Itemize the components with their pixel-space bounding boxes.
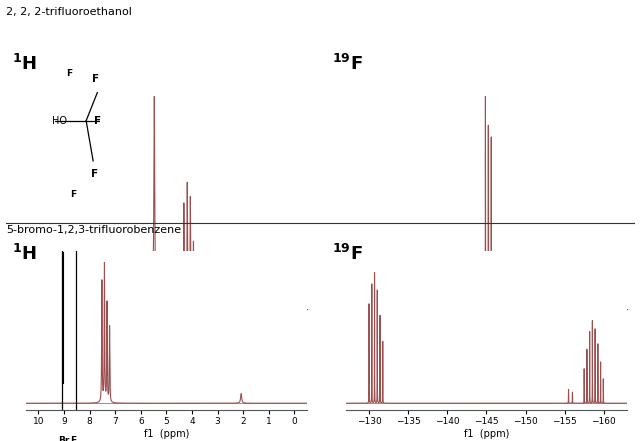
Text: Br: Br [58,436,69,441]
Text: F: F [66,69,72,78]
Text: $\mathbf{^{19}F}$: $\mathbf{^{19}F}$ [332,243,362,264]
X-axis label: f1  (ppm): f1 (ppm) [144,429,189,439]
X-axis label: f1  (ppm): f1 (ppm) [144,327,189,337]
Text: HO: HO [52,116,67,126]
Text: F: F [70,436,76,441]
Text: F: F [70,191,76,199]
Text: F: F [92,169,99,179]
Text: 5-bromo-1,2,3-trifluorobenzene: 5-bromo-1,2,3-trifluorobenzene [6,225,182,235]
Text: 2, 2, 2-trifluoroethanol: 2, 2, 2-trifluoroethanol [6,7,132,17]
X-axis label: f1  (ppm): f1 (ppm) [464,429,509,439]
Text: F: F [94,116,101,126]
X-axis label: f1  (ppm): f1 (ppm) [464,327,509,337]
Text: $\mathbf{^{1}H}$: $\mathbf{^{1}H}$ [12,54,36,74]
Text: $\mathbf{^{1}H}$: $\mathbf{^{1}H}$ [12,243,36,264]
Text: F: F [92,75,99,84]
Text: $\mathbf{^{19}F}$: $\mathbf{^{19}F}$ [332,54,362,74]
